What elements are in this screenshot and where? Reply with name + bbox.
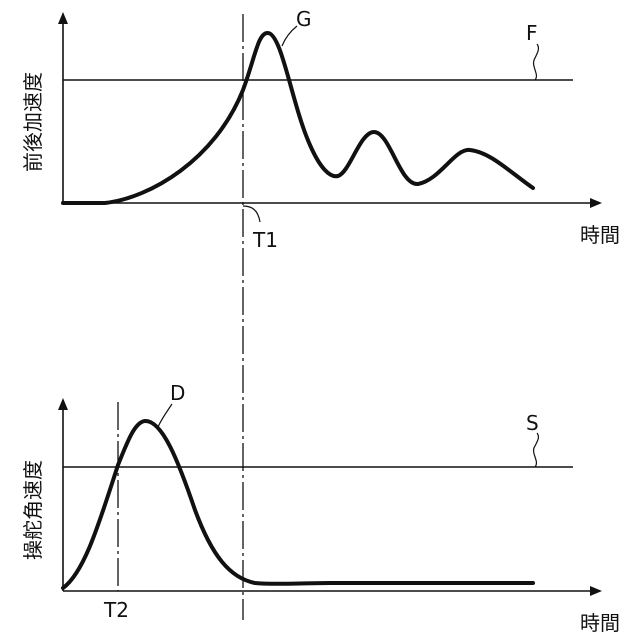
threshold-leader-f bbox=[534, 44, 539, 80]
curve-label-g: G bbox=[296, 7, 312, 31]
bottom-graph: S T2 D 時間 操舵角速度 bbox=[21, 381, 620, 635]
top-y-axis-title: 前後加速度 bbox=[21, 72, 45, 172]
steering-rate-curve-d bbox=[63, 421, 533, 588]
threshold-label-s: S bbox=[526, 411, 539, 435]
curve-leader-d bbox=[158, 404, 172, 427]
threshold-leader-s bbox=[534, 433, 539, 467]
curve-label-d: D bbox=[170, 381, 185, 405]
top-x-axis-title: 時間 bbox=[580, 223, 620, 247]
threshold-label-f: F bbox=[526, 21, 538, 45]
bottom-y-axis-title: 操舵角速度 bbox=[21, 460, 45, 560]
acceleration-curve-g bbox=[63, 33, 533, 203]
curve-leader-g bbox=[282, 26, 297, 46]
time-marker-label-t1: T1 bbox=[252, 228, 278, 252]
time-marker-label-t2: T2 bbox=[103, 598, 129, 622]
bottom-x-axis-title: 時間 bbox=[580, 611, 620, 635]
time-marker-leader-t1 bbox=[243, 206, 260, 222]
top-graph: F G T1 時間 前後加速度 bbox=[21, 7, 620, 252]
